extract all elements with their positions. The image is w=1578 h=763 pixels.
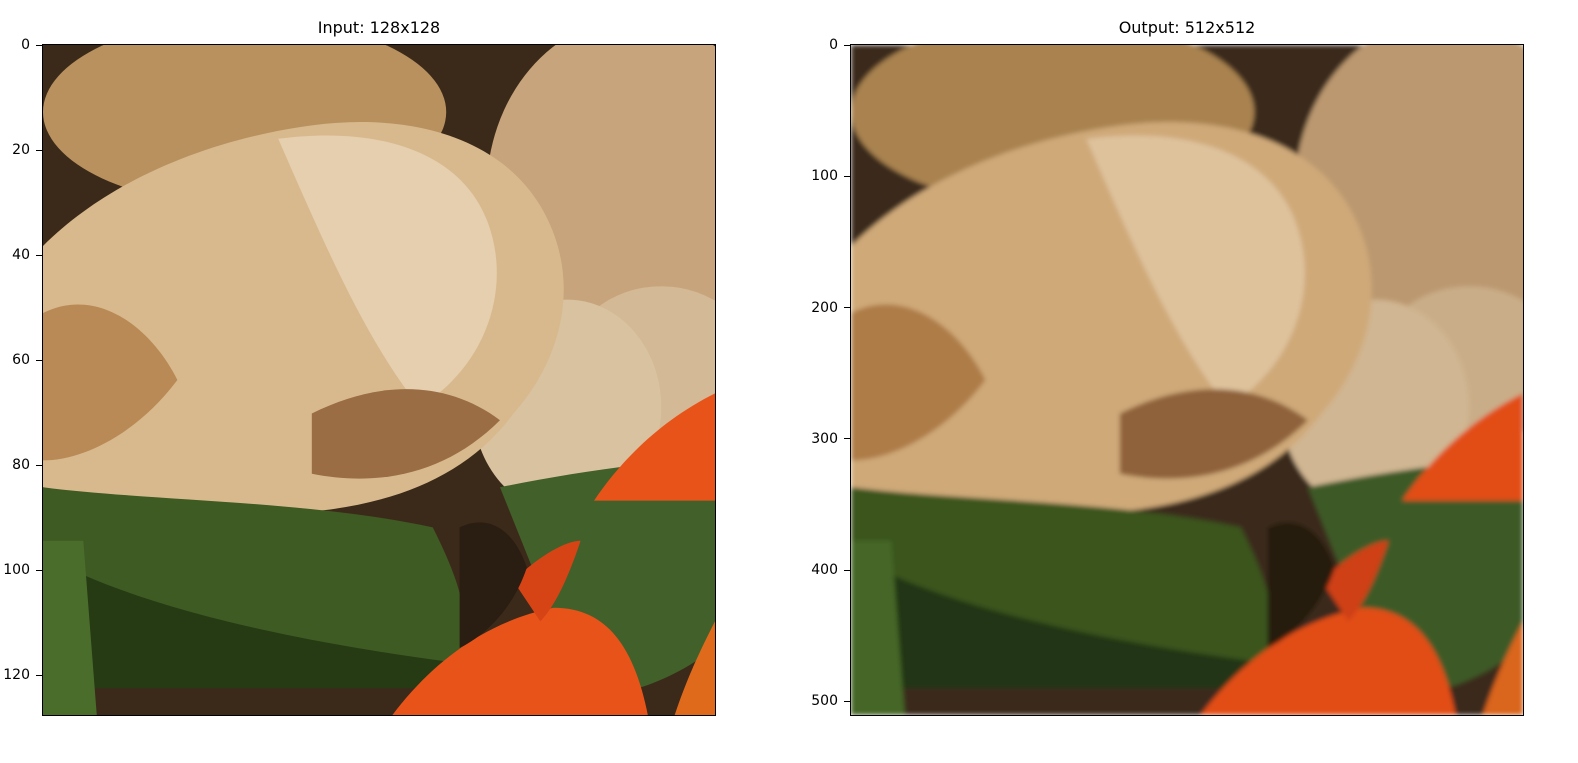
y-tick: 0: [21, 37, 42, 53]
input-image-drawing: [43, 45, 715, 715]
y-tick-label: 400: [811, 562, 838, 578]
y-tick-mark: [36, 359, 42, 361]
y-tick-mark: [36, 149, 42, 151]
y-tick-label: 60: [12, 352, 30, 368]
y-tick-label: 120: [3, 667, 30, 683]
y-tick-mark: [36, 464, 42, 466]
y-tick-label: 0: [21, 37, 30, 53]
y-tick: 100: [811, 168, 850, 184]
y-tick-mark: [36, 44, 42, 46]
y-tick-label: 80: [12, 457, 30, 473]
y-tick: 20: [12, 142, 42, 158]
input-panel: Input: 128x128 0 20 40 60 80 100 120: [0, 18, 716, 716]
y-tick: 300: [811, 431, 850, 447]
input-y-axis: 0 20 40 60 80 100 120: [0, 37, 42, 716]
y-tick-label: 0: [829, 37, 838, 53]
y-tick-label: 100: [811, 168, 838, 185]
y-tick: 40: [12, 247, 42, 263]
y-tick-mark: [844, 700, 850, 702]
y-tick: 60: [12, 352, 42, 368]
y-tick: 100: [3, 562, 42, 578]
y-tick-label: 100: [3, 562, 30, 578]
y-tick-label: 20: [12, 142, 30, 158]
y-tick-label: 500: [811, 693, 838, 710]
y-tick-mark: [844, 438, 850, 440]
y-tick-mark: [36, 254, 42, 256]
y-tick: 0: [829, 37, 850, 53]
output-image-drawing: [851, 45, 1523, 715]
output-panel: Output: 512x512 0 100 200 300 400 500: [790, 0, 1578, 763]
output-image: [850, 44, 1524, 716]
y-tick-mark: [844, 307, 850, 308]
y-tick-mark: [844, 175, 850, 177]
y-tick-mark: [36, 674, 42, 676]
input-title: Input: 128x128: [317, 18, 441, 37]
y-tick-mark: [844, 44, 850, 46]
y-tick-label: 40: [12, 247, 30, 263]
output-title: Output: 512x512: [1118, 18, 1256, 37]
y-tick: 80: [12, 457, 42, 473]
y-tick-mark: [844, 569, 850, 571]
y-tick: 120: [3, 667, 42, 683]
y-tick: 500: [811, 693, 850, 709]
y-tick: 400: [811, 562, 850, 578]
input-image: [42, 44, 716, 716]
y-tick-mark: [36, 569, 42, 571]
y-tick-label: 200: [811, 299, 838, 316]
y-tick: 200: [811, 300, 850, 316]
y-tick-label: 300: [811, 430, 838, 447]
output-y-axis: 0 100 200 300 400 500: [790, 37, 850, 716]
